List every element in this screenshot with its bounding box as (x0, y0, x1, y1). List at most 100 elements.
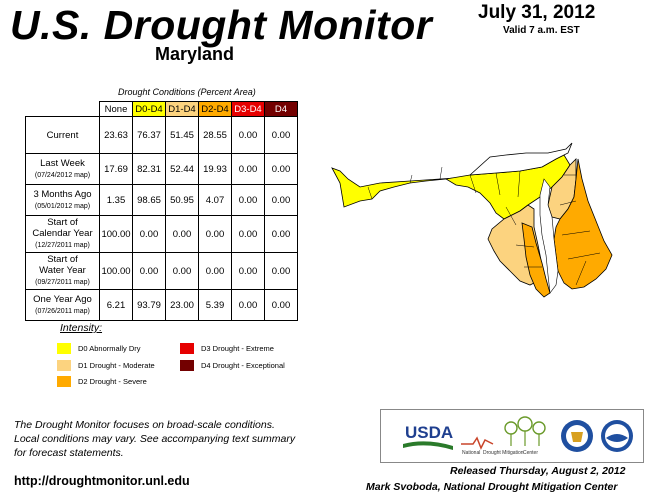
row-label-text: Start of (47, 217, 78, 228)
row-label: Last Week (07/24/2012 map) (25, 153, 100, 185)
table-cell: 0.00 (264, 289, 298, 321)
note-line-2: Local conditions may vary. See accompany… (14, 433, 296, 445)
col-header-d2-d4: D2-D4 (198, 101, 232, 117)
table-cell: 82.31 (132, 153, 166, 185)
table-row: Start of Calendar Year (12/27/2011 map) 10… (25, 215, 298, 253)
legend-item-d1: D1 Drought - Moderate (57, 360, 155, 371)
state-name: Maryland (155, 44, 235, 64)
legend-swatch-d0 (57, 343, 71, 354)
row-label-sub: (07/24/2012 map) (34, 171, 91, 179)
disclaimer-note: The Drought Monitor focuses on broad-sca… (14, 418, 334, 460)
table-cell: 0.00 (264, 184, 298, 216)
legend-swatch-d2 (57, 376, 71, 387)
ndmc-text-2: Drought Mitigation (483, 450, 524, 456)
table-cell: 6.21 (99, 289, 133, 321)
table-cell: 0.00 (231, 289, 265, 321)
row-label: Current (25, 116, 100, 154)
table-cell: 51.45 (165, 116, 199, 154)
maryland-drought-map (331, 142, 613, 298)
table-cell: 0.00 (165, 252, 199, 290)
ndmc-text-1: National (462, 450, 480, 456)
table-cell: 98.65 (132, 184, 166, 216)
commerce-seal-icon (561, 420, 593, 452)
table-cell: 17.69 (99, 153, 133, 185)
table-cell: 76.37 (132, 116, 166, 154)
row-label-text: Current (46, 129, 79, 141)
drought-monitor-link[interactable]: http://droughtmonitor.unl.edu (14, 474, 190, 488)
table-cell: 0.00 (165, 215, 199, 253)
table-cell: 100.00 (99, 252, 133, 290)
table-cell: 0.00 (231, 153, 265, 185)
table-cell: 0.00 (198, 252, 232, 290)
table-cell: 0.00 (132, 252, 166, 290)
row-label: 3 Months Ago (05/01/2012 map) (25, 184, 100, 216)
author-credit: Mark Svoboda, National Drought Mitigatio… (366, 481, 618, 493)
table-row: Last Week (07/24/2012 map) 17.69 82.31 52… (25, 153, 298, 185)
legend-item-d0: D0 Abnormally Dry (57, 343, 141, 354)
chesapeake-bay (539, 178, 559, 294)
table-cell: 0.00 (198, 215, 232, 253)
legend-item-d4: D4 Drought - Exceptional (180, 360, 285, 371)
col-header-d0-d4: D0-D4 (132, 101, 166, 117)
table-cell: 19.93 (198, 153, 232, 185)
table-caption: Drought Conditions (Percent Area) (118, 87, 256, 97)
legend-title: Intensity: (60, 322, 103, 334)
ndmc-logo: National Drought Mitigation Center (461, 416, 546, 456)
row-label-text: Last Week (40, 157, 85, 169)
table-row: One Year Ago (07/26/2011 map) 6.21 93.79 … (25, 289, 298, 321)
row-label-text: Start of (47, 254, 78, 265)
table-cell: 0.00 (231, 252, 265, 290)
note-line-1: The Drought Monitor focuses on broad-sca… (14, 419, 275, 431)
table-row: Start of Water Year (09/27/2011 map) 100.0… (25, 252, 298, 290)
partner-logos: USDA National Drought Mitigation Center (380, 409, 644, 463)
row-label-sub: (05/01/2012 map) (34, 202, 91, 210)
legend-swatch-d3 (180, 343, 194, 354)
legend-item-d2: D2 Drought - Severe (57, 376, 147, 387)
table-cell: 0.00 (132, 215, 166, 253)
usda-logo: USDA (403, 423, 453, 450)
valid-time: Valid 7 a.m. EST (503, 25, 580, 36)
table-cell: 93.79 (132, 289, 166, 321)
map-date: July 31, 2012 (478, 2, 596, 23)
row-label-sub: (12/27/2011 map) (35, 242, 90, 249)
col-header-d1-d4: D1-D4 (165, 101, 199, 117)
legend-swatch-d4 (180, 360, 194, 371)
table-cell: 50.95 (165, 184, 199, 216)
col-header-d4: D4 (264, 101, 298, 117)
drought-conditions-table: None D0-D4 D1-D4 D2-D4 D3-D4 D4 Current … (25, 101, 298, 321)
row-label-text-2: Calendar Year (32, 228, 93, 239)
table-row: 3 Months Ago (05/01/2012 map) 1.35 98.65 … (25, 184, 298, 216)
logos-graphic: USDA National Drought Mitigation Center (403, 416, 633, 456)
legend-label-d4: D4 Drought - Exceptional (201, 361, 285, 370)
ndmc-text-3: Center (523, 450, 538, 456)
table-row: Current 23.63 76.37 51.45 28.55 0.00 0.0… (25, 116, 298, 154)
legend-swatch-d1 (57, 360, 71, 371)
legend-label-d2: D2 Drought - Severe (78, 377, 147, 386)
table-corner (25, 101, 100, 117)
row-label-sub: (07/26/2011 map) (35, 307, 90, 315)
legend-label-d0: D0 Abnormally Dry (78, 344, 141, 353)
legend-item-d3: D3 Drought - Extreme (180, 343, 274, 354)
table-cell: 23.00 (165, 289, 199, 321)
row-label: Start of Water Year (09/27/2011 map) (25, 252, 100, 290)
usda-text: USDA (405, 423, 453, 442)
county-lines (367, 166, 601, 286)
table-cell: 4.07 (198, 184, 232, 216)
table-cell: 52.44 (165, 153, 199, 185)
release-date: Released Thursday, August 2, 2012 (450, 465, 626, 477)
table-cell: 0.00 (231, 116, 265, 154)
row-label-text: 3 Months Ago (33, 188, 92, 200)
row-label: One Year Ago (07/26/2011 map) (25, 289, 100, 321)
note-line-3: for forecast statements. (14, 447, 124, 459)
table-cell: 0.00 (231, 215, 265, 253)
col-header-d3-d4: D3-D4 (231, 101, 265, 117)
row-label-sub: (09/27/2011 map) (35, 279, 90, 286)
col-header-none: None (99, 101, 133, 117)
legend-label-d1: D1 Drought - Moderate (78, 361, 155, 370)
table-cell: 100.00 (99, 215, 133, 253)
table-cell: 0.00 (264, 215, 298, 253)
table-cell: 0.00 (264, 153, 298, 185)
map-region-d2-southern (521, 222, 551, 298)
row-label: Start of Calendar Year (12/27/2011 map) (25, 215, 100, 253)
noaa-logo-icon (601, 420, 633, 452)
